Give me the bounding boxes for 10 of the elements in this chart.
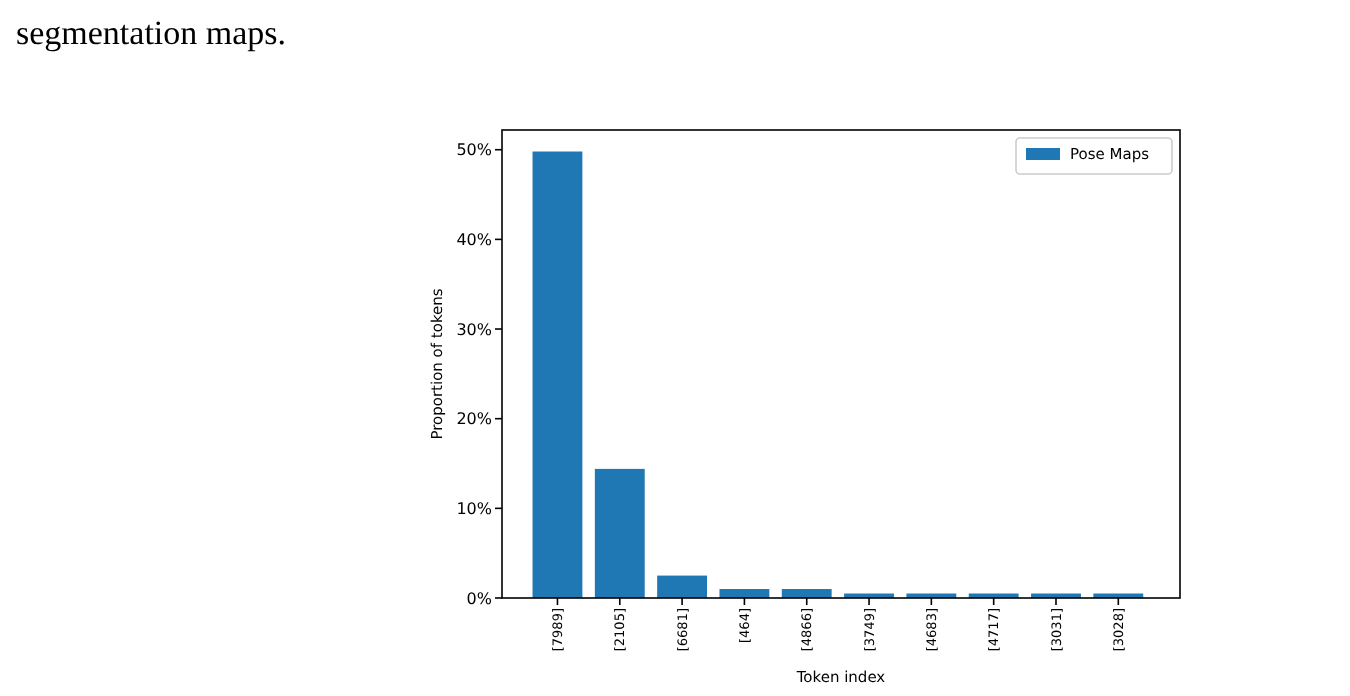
y-tick-label: 30%	[456, 320, 493, 339]
y-tick-label: 20%	[456, 410, 493, 429]
bar	[657, 575, 708, 598]
y-tick-label: 0%	[466, 589, 493, 608]
y-tick-label: 50%	[456, 141, 493, 160]
y-tick-label: 40%	[456, 230, 493, 249]
bar	[594, 468, 645, 598]
y-tick-label: 10%	[456, 499, 493, 518]
text: segmentation maps.	[16, 14, 287, 52]
bar	[532, 151, 583, 598]
